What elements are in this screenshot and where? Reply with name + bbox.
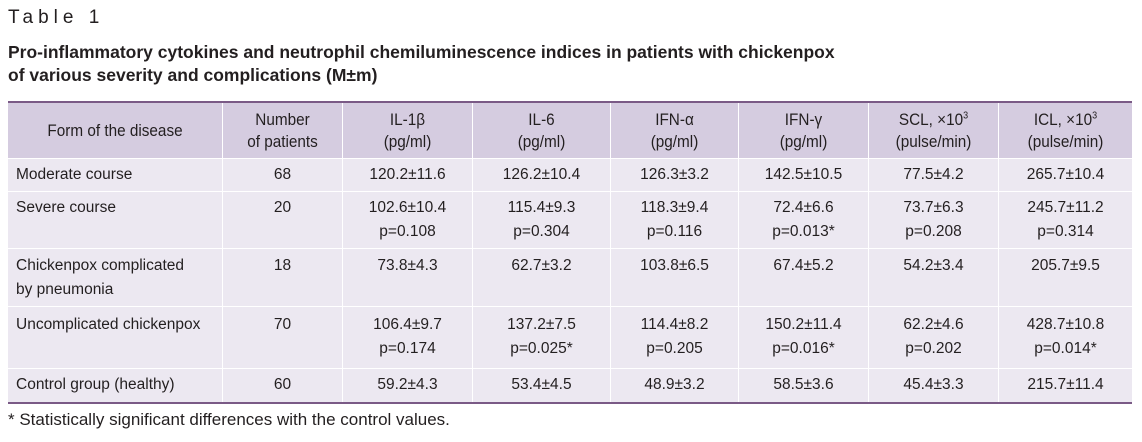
- header-il-1b: IL-1β (pg/ml): [383, 109, 432, 151]
- cell-icl: 205.7±9.5: [1031, 257, 1100, 274]
- cell-il-6: 115.4±9.3 p=0.304: [507, 199, 576, 240]
- row-band: [8, 249, 1132, 306]
- cell-ifn-gamma: 72.4±6.6 p=0.013*: [772, 199, 835, 240]
- row-form-label: Uncomplicated chickenpox: [16, 316, 201, 333]
- column-separator: [738, 103, 739, 402]
- header-form-of-disease: Form of the disease: [47, 120, 183, 140]
- column-separator: [610, 103, 611, 402]
- cell-icl: 245.7±11.2 p=0.314: [1027, 199, 1104, 240]
- row-patient-count: 60: [273, 376, 292, 393]
- row-band: [8, 369, 1132, 402]
- cell-il-6: 62.7±3.2: [511, 257, 572, 274]
- table-caption: Pro-inflammatory cytokines and neutrophi…: [8, 41, 1128, 87]
- table-header-band: [8, 103, 1132, 158]
- row-form-label: Control group (healthy): [16, 376, 175, 393]
- row-patient-count: 68: [273, 166, 292, 183]
- caption-line-2: of various severity and complications (M…: [8, 65, 378, 85]
- cell-ifn-alpha: 48.9±3.2: [644, 376, 705, 393]
- row-patient-count: 18: [273, 257, 292, 274]
- row-form-label: Moderate course: [16, 166, 133, 183]
- row-form-label: Chickenpox complicated by pneumonia: [16, 257, 185, 298]
- row-patient-count: 70: [273, 316, 292, 333]
- cell-scl: 73.7±6.3 p=0.208: [903, 199, 964, 240]
- cell-il-1b: 106.4±9.7 p=0.174: [373, 316, 442, 357]
- cell-icl: 265.7±10.4: [1026, 166, 1105, 183]
- cell-scl: 62.2±4.6 p=0.202: [903, 316, 964, 357]
- cell-ifn-gamma: 142.5±10.5: [764, 166, 843, 183]
- cell-ifn-alpha: 118.3±9.4 p=0.116: [640, 199, 709, 240]
- cell-il-1b: 73.8±4.3: [377, 257, 438, 274]
- cell-il-1b: 120.2±11.6: [369, 166, 446, 183]
- header-il-6: IL-6 (pg/ml): [517, 109, 566, 151]
- row-band: [8, 307, 1132, 368]
- cell-ifn-gamma: 58.5±3.6: [773, 376, 834, 393]
- column-separator: [868, 103, 869, 402]
- cell-icl: 428.7±10.8 p=0.014*: [1026, 316, 1105, 357]
- column-separator: [998, 103, 999, 402]
- row-patient-count: 20: [273, 199, 292, 216]
- column-separator: [342, 103, 343, 402]
- cell-il-1b: 102.6±10.4 p=0.108: [368, 199, 447, 240]
- cell-ifn-alpha: 103.8±6.5: [640, 257, 709, 274]
- header-number-of-patients: Number of patients: [247, 109, 318, 151]
- column-separator: [222, 103, 223, 402]
- cell-icl: 215.7±11.4: [1027, 376, 1104, 393]
- table-label: Table 1: [8, 7, 105, 28]
- cell-ifn-gamma: 150.2±11.4 p=0.016*: [765, 316, 842, 357]
- cell-ifn-alpha: 126.3±3.2: [640, 166, 709, 183]
- header-ifn-gamma: IFN-γ (pg/ml): [779, 109, 828, 151]
- header-icl: ICL, ×103 (pulse/min): [1027, 109, 1104, 151]
- row-band: [8, 159, 1132, 191]
- column-separator: [472, 103, 473, 402]
- table-footnote: * Statistically significant differences …: [8, 410, 450, 429]
- row-form-label: Severe course: [16, 199, 116, 216]
- cell-scl: 77.5±4.2: [903, 166, 964, 183]
- cell-il-6: 126.2±10.4: [502, 166, 581, 183]
- cell-scl: 45.4±3.3: [903, 376, 964, 393]
- header-scl: SCL, ×103 (pulse/min): [895, 109, 972, 151]
- table-top-rule: [8, 101, 1132, 103]
- cell-scl: 54.2±3.4: [903, 257, 964, 274]
- table-bottom-rule: [8, 402, 1132, 404]
- cell-ifn-alpha: 114.4±8.2 p=0.205: [640, 316, 709, 357]
- cell-il-1b: 59.2±4.3: [377, 376, 438, 393]
- row-band: [8, 192, 1132, 248]
- header-ifn-alpha: IFN-α (pg/ml): [650, 109, 699, 151]
- cell-ifn-gamma: 67.4±5.2: [773, 257, 834, 274]
- cell-il-6: 53.4±4.5: [511, 376, 572, 393]
- caption-line-1: Pro-inflammatory cytokines and neutrophi…: [8, 42, 835, 62]
- cell-il-6: 137.2±7.5 p=0.025*: [507, 316, 576, 357]
